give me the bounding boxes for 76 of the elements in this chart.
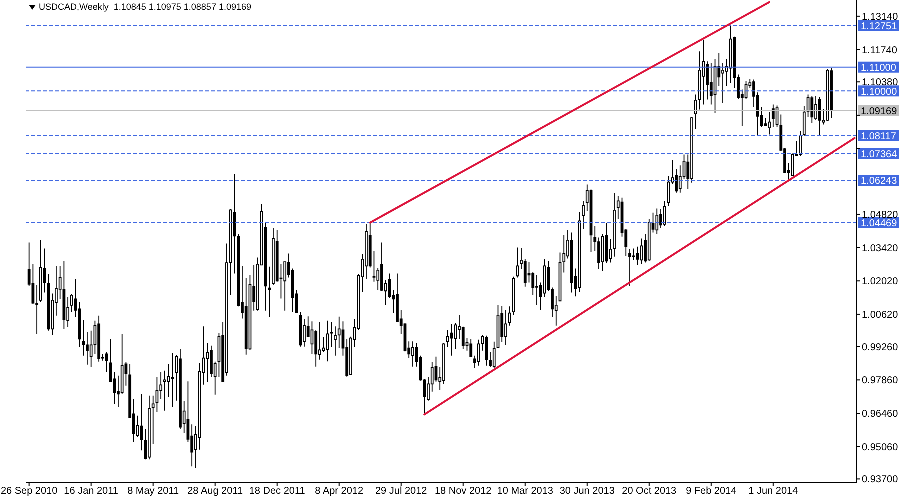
x-tick-label: 18 Nov 2012: [435, 486, 492, 498]
x-tick-label: 10 Mar 2013: [497, 486, 554, 498]
candlestick: [477, 339, 480, 366]
ref-line-label: 1.10000: [861, 86, 898, 98]
candlestick: [508, 306, 512, 326]
candlestick: [105, 352, 108, 373]
candlestick: [640, 238, 644, 265]
candlestick: [179, 348, 182, 430]
x-tick-label: 8 Apr 2012: [315, 486, 364, 498]
candlestick: [148, 395, 151, 460]
candlestick: [171, 353, 174, 408]
y-tick-label: 0.99260: [862, 342, 899, 354]
candlestick: [613, 193, 616, 258]
y-tick-label: 0.96460: [862, 409, 899, 420]
candlestick: [140, 394, 144, 452]
y-tick-label: 0.93700: [862, 474, 899, 486]
candlestick: [326, 320, 330, 362]
candlestick: [330, 322, 334, 348]
candlestick: [492, 341, 496, 369]
x-tick-label: 9 Feb 2014: [686, 486, 738, 498]
ref-line-label: 1.06243: [861, 176, 898, 188]
candlestick: [536, 274, 538, 306]
candlestick: [830, 68, 833, 119]
y-tick-label: 1.10380: [862, 78, 899, 89]
x-tick-label: 18 Dec 2011: [249, 486, 306, 498]
ref-line-label: 1.12751: [861, 21, 898, 32]
ref-line-label: 1.04469: [861, 218, 898, 230]
candlestick: [334, 326, 337, 356]
candlestick: [412, 341, 414, 368]
ref-line-label: 1.09169: [861, 106, 898, 118]
candlestick: [268, 266, 272, 318]
candlestick: [802, 106, 806, 137]
y-tick-label: 0.95060: [862, 442, 899, 454]
x-tick-label: 8 May 2011: [128, 486, 180, 498]
candlestick: [578, 212, 582, 293]
candlestick: [768, 112, 771, 136]
candlestick: [98, 315, 101, 362]
ref-line-label: 1.11000: [861, 62, 897, 74]
candlestick: [694, 94, 698, 130]
candlestick: [152, 395, 155, 444]
y-tick-label: 0.97860: [862, 376, 899, 387]
y-tick-label: 1.02020: [862, 276, 899, 288]
x-tick-label: 28 Aug 2011: [188, 486, 244, 498]
candlestick: [40, 240, 42, 303]
candlestick: [656, 208, 659, 235]
x-tick-label: 29 Jul 2012: [376, 486, 428, 498]
candlestick: [570, 232, 574, 294]
chart-title: USDCAD,Weekly 1.10845 1.10975 1.08857 1.09169: [39, 2, 252, 13]
candlestick: [516, 247, 520, 278]
candlestick: [272, 228, 275, 286]
candlestick: [62, 260, 66, 330]
candlestick: [450, 324, 454, 356]
candlestick: [663, 200, 666, 227]
x-tick-label: 26 Sep 2010: [0, 486, 58, 498]
candlestick: [299, 312, 302, 348]
ref-line-label: 1.07364: [861, 150, 898, 161]
candlestick: [818, 96, 822, 136]
candlestick: [470, 338, 473, 358]
x-tick-label: 1 Jun 2014: [748, 486, 799, 498]
candlestick: [628, 249, 632, 287]
y-tick-label: 1.00620: [862, 310, 899, 322]
candlestick: [826, 68, 830, 122]
x-tick-label: 20 Oct 2013: [622, 486, 678, 498]
candlestick: [485, 335, 488, 366]
candlestick: [582, 200, 585, 230]
candlestick: [504, 309, 508, 346]
y-tick-label: 1.03420: [862, 243, 899, 254]
candlestick: [36, 284, 39, 335]
candlestick: [810, 96, 814, 124]
candlestick: [702, 40, 706, 106]
y-tick-label: 1.11740: [862, 45, 898, 56]
y-tick-label: 1.13140: [862, 12, 899, 23]
candlestick: [772, 104, 775, 128]
x-tick-label: 16 Jan 2011: [64, 486, 119, 498]
ref-line-label: 1.08117: [861, 132, 897, 143]
x-tick-label: 30 Jun 2013: [560, 486, 616, 498]
